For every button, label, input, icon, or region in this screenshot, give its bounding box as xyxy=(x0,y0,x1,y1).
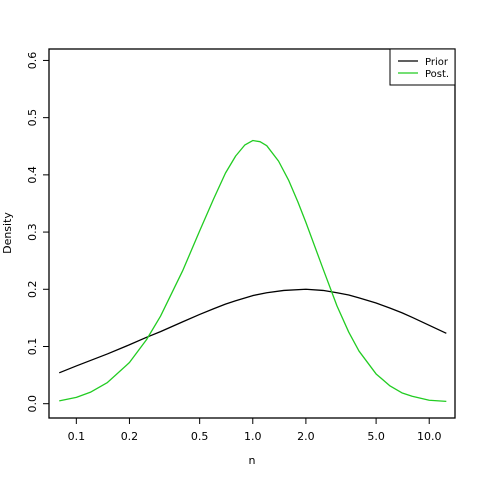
y-axis: 0.0 0.1 0.2 0.3 0.4 0.5 0.6 xyxy=(26,52,49,413)
y-axis-title: Density xyxy=(1,212,14,254)
x-tick-label: 1.0 xyxy=(244,430,262,443)
series-line-post xyxy=(59,139,447,403)
legend-label: Prior xyxy=(425,57,449,68)
x-axis: 0.1 0.2 0.5 1.0 2.0 5.0 10.0 xyxy=(68,418,442,443)
legend-box xyxy=(389,48,456,86)
y-tick-label: 0.2 xyxy=(26,281,39,299)
y-tick-label: 0.5 xyxy=(26,109,39,127)
y-tick-label: 0.4 xyxy=(26,166,39,184)
y-tick-label: 0.6 xyxy=(26,52,39,70)
x-tick-label: 2.0 xyxy=(297,430,315,443)
x-tick-label: 0.1 xyxy=(68,430,86,443)
y-tick-label: 0.1 xyxy=(26,338,39,356)
plot-frame xyxy=(48,48,456,419)
y-tick-label: 0.0 xyxy=(26,395,39,413)
x-axis-title: n xyxy=(249,454,256,467)
legend-label: Post. xyxy=(425,69,449,80)
x-tick-label: 5.0 xyxy=(367,430,385,443)
x-tick-label: 0.5 xyxy=(191,430,209,443)
y-tick-label: 0.3 xyxy=(26,223,39,241)
x-tick-label: 10.0 xyxy=(417,430,442,443)
series-layer xyxy=(58,139,447,403)
series-line-prior xyxy=(58,288,447,374)
x-tick-label: 0.2 xyxy=(121,430,139,443)
